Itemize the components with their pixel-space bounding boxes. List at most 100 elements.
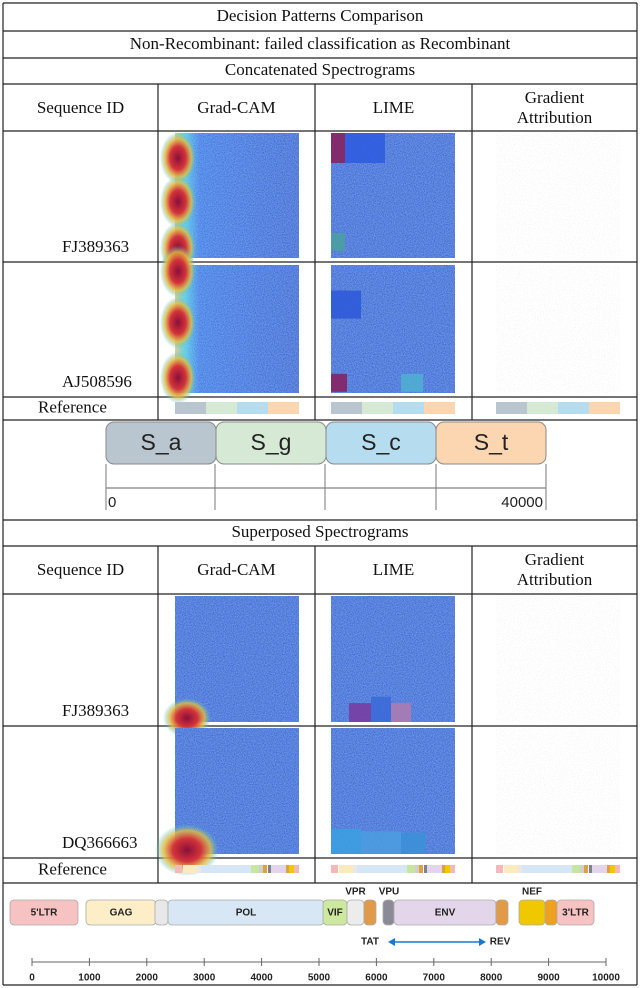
column-header-text: Sequence ID <box>36 560 125 580</box>
gene-label: NEF <box>522 887 542 898</box>
reference-segment <box>407 865 415 873</box>
sequence-id: FJ389363 <box>62 701 129 720</box>
gene-box <box>154 899 169 926</box>
reference-segment <box>259 865 263 873</box>
superpixel <box>345 133 385 163</box>
subtitle: Non-Recombinant: failed classification a… <box>130 34 511 53</box>
spectrogram-lime <box>331 728 455 854</box>
column-header-text: LIME <box>372 560 415 580</box>
hotspot <box>160 245 196 298</box>
spectrogram-gradcam <box>163 596 299 738</box>
axis-label: 40000 <box>501 494 543 511</box>
reference-segment <box>607 865 610 873</box>
reference-segment <box>527 402 558 414</box>
reference-segment <box>584 865 588 873</box>
arrow-head <box>388 938 395 946</box>
axis-tick-label: 2000 <box>136 973 159 984</box>
segment-label: S_t <box>474 429 509 455</box>
gene-label: GAG <box>110 908 133 919</box>
reference-segment <box>558 402 589 414</box>
reference-segment <box>331 402 362 414</box>
superpixel <box>349 703 371 722</box>
segment-label: S_c <box>361 429 401 455</box>
axis-tick-label: 4000 <box>250 973 273 984</box>
reference-segment <box>197 865 201 873</box>
spectrogram-gradient <box>496 133 620 258</box>
reference-label: Reference <box>38 397 107 416</box>
spectrogram-lime <box>331 265 455 393</box>
axis-tick-label: 7000 <box>423 973 446 984</box>
section-heading: Concatenated Spectrograms <box>225 60 415 79</box>
reference-segment <box>353 865 357 873</box>
reference-segment <box>504 865 518 873</box>
gene-label: POL <box>236 908 257 919</box>
reference-segment <box>615 865 620 873</box>
spectrogram-lime <box>331 133 455 258</box>
reference-segment <box>589 402 620 414</box>
reference-label: Reference <box>38 859 107 878</box>
gene-box <box>9 899 79 926</box>
reference-segment <box>450 865 455 873</box>
title: Decision Patterns Comparison <box>217 6 424 25</box>
sequence-id: DQ366663 <box>62 833 138 852</box>
segment-box <box>435 421 547 465</box>
spectrogram-gradcam <box>160 245 299 404</box>
reference-segment <box>572 865 580 873</box>
superpixel <box>331 290 361 319</box>
reference-segment <box>268 402 299 414</box>
hotspot <box>160 351 196 404</box>
reference-segment <box>251 865 259 873</box>
column-header: Sequence ID <box>36 560 125 580</box>
gene-label: REV <box>490 937 511 948</box>
hotspot <box>155 824 219 876</box>
spectrogram-gradient <box>496 265 620 393</box>
reference-segment <box>522 865 572 873</box>
reference-segment <box>268 865 271 873</box>
superpixel <box>331 133 345 163</box>
reference-segment <box>294 865 299 873</box>
segment-label: S_g <box>251 429 292 455</box>
reference-segment <box>175 865 182 873</box>
column-header: Gradient Attribution <box>516 550 593 589</box>
superpixel <box>401 373 423 392</box>
superpixel <box>401 832 426 854</box>
reference-segment <box>592 865 607 873</box>
reference-segment <box>496 865 503 873</box>
reference-segment <box>271 865 286 873</box>
spectrogram-bg <box>331 265 455 393</box>
spectrogram-noise <box>496 133 620 258</box>
column-header-text: Gradient Attribution <box>516 550 593 589</box>
superpixel <box>331 828 361 854</box>
spectrogram-bg <box>175 265 299 393</box>
reference-segment <box>424 402 455 414</box>
gene-label: VPU <box>379 887 400 898</box>
reference-segment <box>201 865 251 873</box>
reference-segment <box>496 402 527 414</box>
column-header: LIME <box>372 560 415 580</box>
column-header-text: LIME <box>372 97 415 117</box>
spectrogram-gradcam <box>155 728 299 876</box>
spectrogram-bg <box>331 596 455 722</box>
gene-label: 3'LTR <box>562 908 589 919</box>
reference-segment <box>610 865 615 873</box>
gene-label: TAT <box>361 937 379 948</box>
reference-segment <box>445 865 450 873</box>
arrow-head <box>479 938 486 946</box>
reference-segment <box>237 402 268 414</box>
gene-label: ENV <box>435 908 456 919</box>
axis-tick-label: 1000 <box>78 973 101 984</box>
superpixel <box>371 696 391 722</box>
spectrogram-noise <box>496 728 620 854</box>
reference-segment <box>289 865 294 873</box>
reference-segment <box>424 865 427 873</box>
gene-label: VIF <box>327 908 343 919</box>
gene-box <box>363 899 377 926</box>
superpixel <box>331 373 347 392</box>
reference-segment <box>415 865 419 873</box>
sequence-id: FJ389363 <box>62 237 129 256</box>
column-header-text: Gradient Attribution <box>516 87 593 127</box>
column-header-text: Grad-CAM <box>197 97 276 117</box>
gene-box <box>346 899 365 926</box>
column-header-text: Sequence ID <box>36 97 125 117</box>
